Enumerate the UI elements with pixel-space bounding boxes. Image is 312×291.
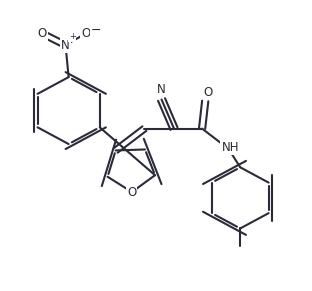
Text: −: − <box>91 24 101 36</box>
Text: O: O <box>37 27 47 40</box>
Text: N: N <box>61 39 70 52</box>
Text: +: + <box>69 33 76 41</box>
Text: O: O <box>204 86 213 99</box>
Text: O: O <box>81 27 90 40</box>
Text: NH: NH <box>222 141 239 154</box>
Text: N: N <box>157 83 166 96</box>
Text: O: O <box>127 186 137 198</box>
